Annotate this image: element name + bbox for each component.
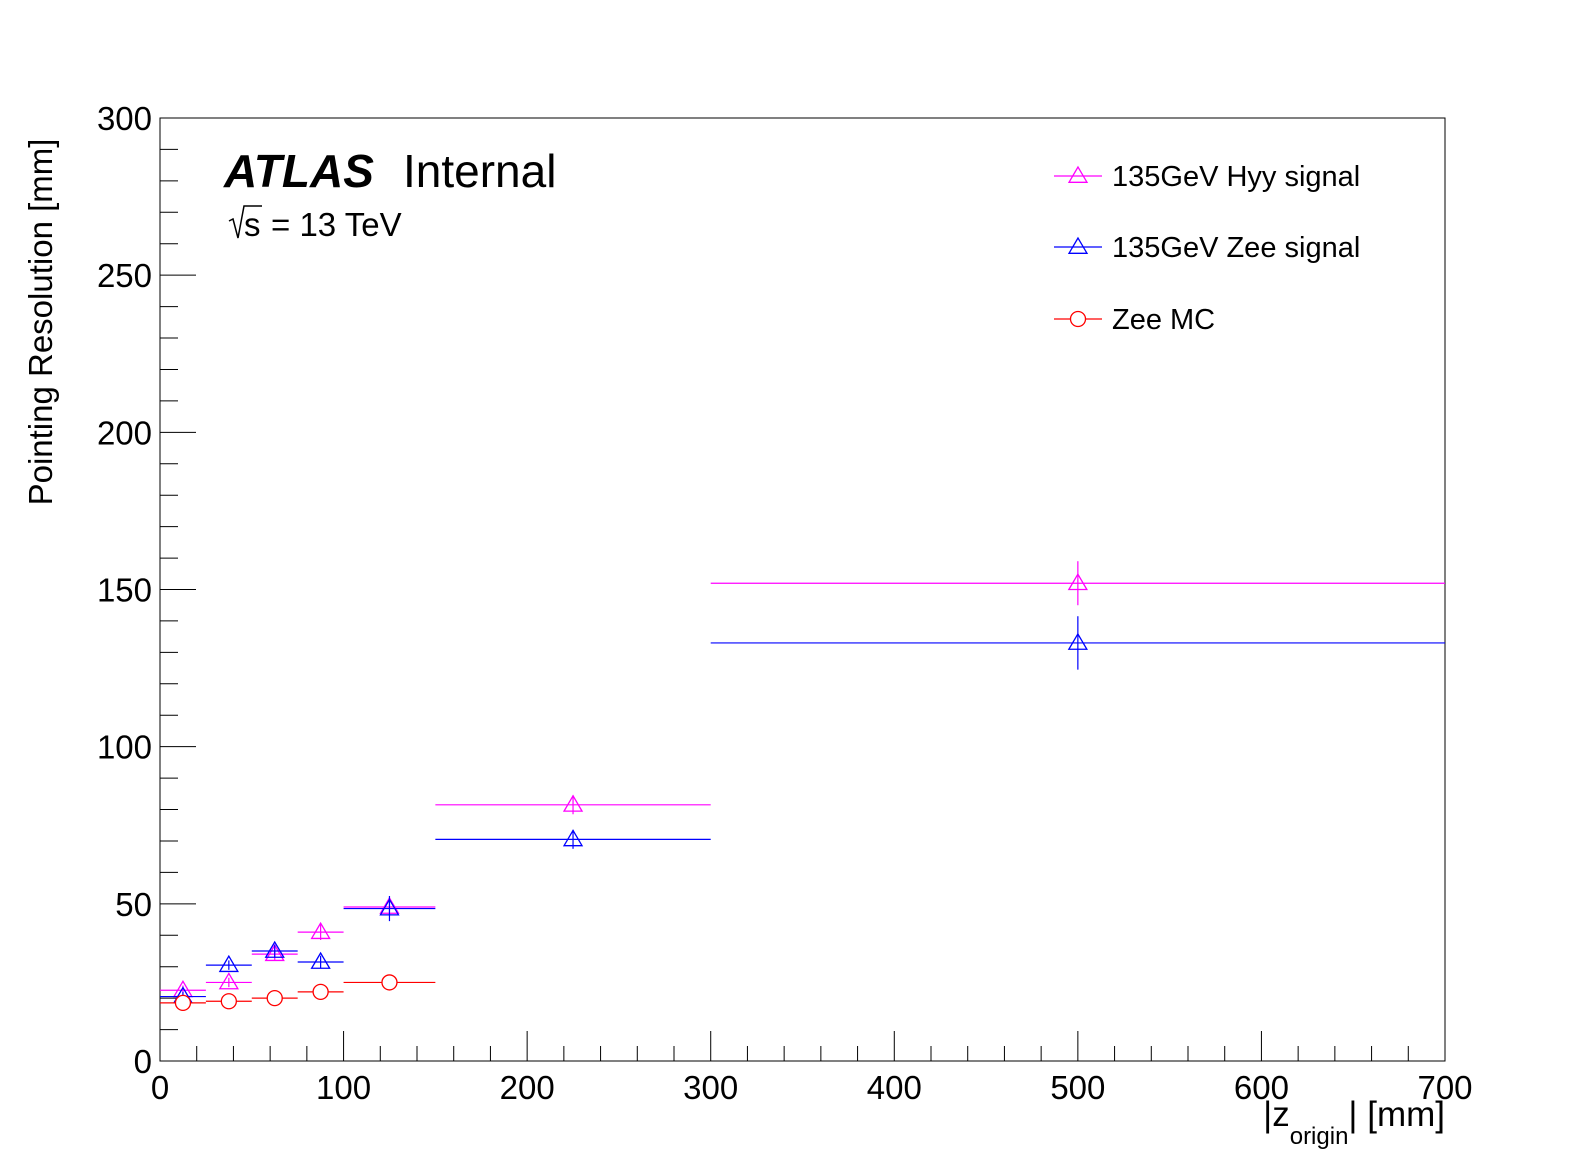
point-marker-triangle: [218, 972, 239, 990]
point-marker-triangle: [310, 951, 331, 969]
point-marker-triangle: [562, 829, 584, 847]
point-marker-circle: [381, 974, 398, 991]
y-tick-label: 50: [115, 886, 152, 923]
x-tick-label: 0: [151, 1069, 169, 1106]
series-1: [160, 616, 1445, 1004]
atlas-label-experiment: ATLAS: [223, 145, 374, 197]
point-marker-circle: [1069, 310, 1087, 328]
x-axis: 0 100 200 300 400 500 600 700: [151, 1031, 1473, 1106]
sqrt-icon: [228, 205, 262, 239]
energy-label: s = 13 TeV: [228, 205, 402, 243]
legend-item: Zee MC: [1054, 304, 1215, 336]
point-marker-triangle: [562, 794, 584, 812]
x-axis-title-sub: origin: [1290, 1123, 1349, 1150]
point-marker-triangle: [1067, 165, 1089, 183]
x-tick-label: 400: [867, 1069, 922, 1106]
point-marker-triangle: [1067, 632, 1088, 650]
x-tick-label: 500: [1050, 1069, 1105, 1106]
x-tick-label: 600: [1234, 1069, 1289, 1106]
point-marker-circle: [312, 983, 329, 1000]
point-marker-triangle: [379, 898, 400, 916]
y-tick-label: 100: [97, 729, 152, 766]
y-tick-label: 300: [97, 100, 152, 137]
point-marker-circle: [266, 989, 283, 1007]
energy-label-value: = 13 TeV: [271, 206, 402, 243]
series-0: [160, 561, 1445, 998]
point-marker-circle: [174, 994, 192, 1011]
legend-item: 135GeV Hyy signal: [1054, 161, 1360, 193]
legend-label: 135GeV Hyy signal: [1112, 161, 1360, 193]
legend-item: 135GeV Zee signal: [1054, 232, 1360, 264]
point-marker-triangle: [264, 943, 285, 962]
x-tick-label: 300: [683, 1069, 738, 1106]
x-axis-title-prefix: |z: [1263, 1095, 1290, 1134]
series-2: [160, 974, 436, 1011]
point-marker-circle: [220, 993, 237, 1010]
series-layer: [160, 561, 1445, 1011]
energy-label-s: s: [244, 206, 261, 243]
legend-label: 135GeV Zee signal: [1112, 232, 1360, 264]
y-tick-label: 0: [134, 1043, 152, 1080]
y-tick-label: 250: [97, 257, 152, 294]
x-axis-title-suffix: | [mm]: [1348, 1095, 1445, 1134]
x-tick-label: 100: [316, 1069, 371, 1106]
legend-label: Zee MC: [1112, 304, 1215, 336]
atlas-label-status: Internal: [403, 145, 556, 197]
point-marker-triangle: [264, 940, 285, 958]
y-tick-label: 200: [97, 414, 152, 451]
x-axis-title: |zorigin| [mm]: [1263, 1095, 1445, 1150]
point-marker-triangle: [1067, 236, 1089, 254]
y-axis: 0 50 100 150 200 250 300: [97, 100, 196, 1080]
y-tick-label: 150: [97, 572, 152, 609]
x-tick-label: 200: [500, 1069, 555, 1106]
legend: 135GeV Hyy signal 135GeV Zee signal Zee MC: [1054, 161, 1360, 336]
y-axis-title: Pointing Resolution [mm]: [22, 139, 59, 506]
point-marker-triangle: [310, 921, 331, 940]
x-tick-label: 700: [1417, 1069, 1472, 1106]
point-marker-triangle: [1067, 572, 1088, 591]
point-marker-triangle: [218, 954, 239, 973]
